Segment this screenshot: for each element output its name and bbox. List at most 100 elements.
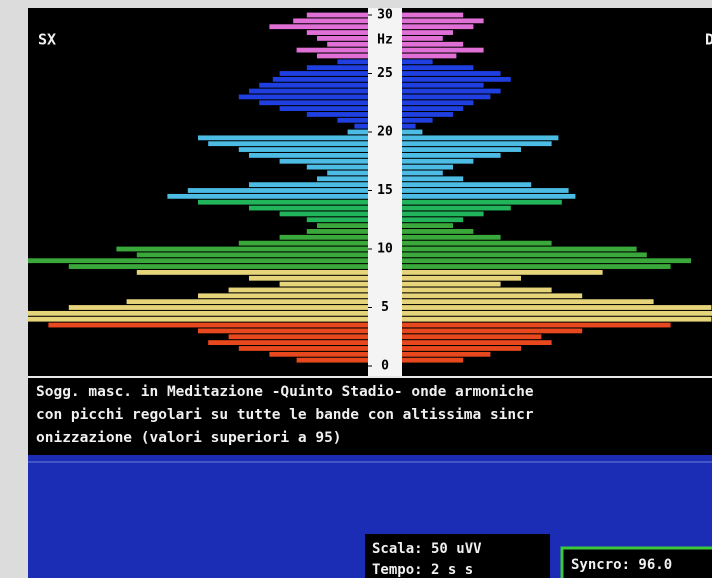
y-tick-label: 25	[377, 66, 393, 81]
bar-right	[402, 153, 501, 158]
bar-left	[28, 258, 368, 264]
bar-right	[402, 59, 433, 65]
bar-left	[136, 270, 368, 275]
y-tick-label: 10	[377, 242, 393, 257]
bars	[28, 12, 712, 363]
bar-right	[402, 234, 501, 240]
bar-right	[402, 281, 501, 287]
left-label: SX	[38, 31, 56, 49]
y-tick-label: 15	[377, 183, 393, 198]
bar-left	[337, 59, 368, 65]
description-line: Sogg. masc. in Meditazione -Quinto Stadi…	[36, 384, 534, 400]
bar-left	[279, 71, 368, 76]
bar-right	[402, 176, 464, 182]
bar-right	[402, 211, 484, 217]
axis-column	[368, 8, 402, 376]
bar-left	[293, 18, 368, 24]
bar-left	[306, 229, 368, 234]
bar-left	[296, 47, 368, 53]
bar-left	[306, 30, 368, 35]
bar-left	[337, 117, 368, 123]
bar-left	[317, 223, 368, 228]
bar-left	[259, 100, 368, 106]
bar-left	[306, 164, 368, 170]
bar-left	[347, 129, 368, 135]
description-line: con picchi regolari su tutte le bande co…	[36, 407, 534, 423]
bar-left	[238, 346, 368, 351]
bar-right	[402, 252, 647, 258]
bar-right	[402, 47, 484, 53]
bar-right	[402, 147, 521, 152]
bar-right	[402, 193, 576, 199]
y-tick-label: 0	[381, 359, 389, 374]
bar-right	[402, 305, 712, 310]
bar-left	[306, 112, 368, 117]
y-tick-label: 20	[377, 125, 393, 140]
bar-right	[402, 158, 474, 164]
bar-right	[402, 82, 484, 88]
bar-right	[402, 316, 712, 322]
y-tick-label: 30	[377, 8, 393, 23]
bar-right	[402, 346, 521, 351]
bar-right	[402, 351, 491, 357]
bar-left	[208, 141, 368, 147]
bar-left	[279, 234, 368, 240]
bar-left	[68, 264, 369, 269]
bar-right	[402, 357, 464, 363]
bar-left	[238, 240, 368, 246]
bar-right	[402, 293, 583, 299]
bar-right	[402, 141, 552, 147]
bar-right	[402, 322, 671, 328]
bar-left	[296, 357, 368, 363]
bar-right	[402, 117, 433, 123]
bar-right	[402, 53, 457, 59]
bar-left	[269, 24, 368, 30]
bar-right	[402, 71, 501, 76]
bar-left	[238, 147, 368, 152]
bar-right	[402, 112, 453, 117]
unit-label: Hz	[377, 33, 393, 48]
bar-left	[279, 281, 368, 287]
bar-right	[402, 205, 511, 211]
bar-right	[402, 76, 511, 82]
bar-right	[402, 123, 416, 129]
bar-left	[306, 65, 368, 71]
bar-left	[28, 316, 368, 322]
bar-right	[402, 275, 521, 281]
bar-left	[306, 12, 368, 18]
bar-left	[317, 53, 368, 59]
bar-left	[198, 199, 368, 205]
bar-left	[68, 305, 369, 310]
right-label: DX	[705, 31, 712, 49]
bar-right	[402, 170, 443, 176]
bar-left	[198, 135, 368, 141]
description-line: onizzazione (valori superiori a 95)	[36, 430, 342, 446]
bar-left	[279, 158, 368, 164]
bar-right	[402, 65, 474, 71]
bar-right	[402, 129, 423, 135]
sync-box	[560, 546, 712, 578]
scale-box	[365, 534, 550, 578]
bar-left	[354, 123, 368, 129]
bar-left	[317, 176, 368, 182]
bar-left	[317, 36, 368, 41]
bar-left	[249, 182, 368, 188]
bar-right	[402, 24, 474, 30]
bar-left	[28, 310, 368, 316]
bar-right	[402, 41, 464, 47]
bar-right	[402, 246, 637, 252]
y-tick-label: 5	[381, 300, 389, 315]
bar-left	[208, 340, 368, 345]
bar-right	[402, 217, 464, 223]
bar-right	[402, 30, 453, 35]
bar-left	[116, 246, 369, 252]
bar-left	[198, 328, 368, 334]
bar-right	[402, 18, 484, 24]
bar-left	[249, 205, 368, 211]
bar-right	[402, 188, 569, 193]
bar-left	[272, 76, 368, 82]
time-text: Tempo: 2 s s	[372, 562, 473, 578]
bar-left	[306, 217, 368, 223]
bar-right	[402, 223, 453, 228]
bar-left	[198, 293, 368, 299]
